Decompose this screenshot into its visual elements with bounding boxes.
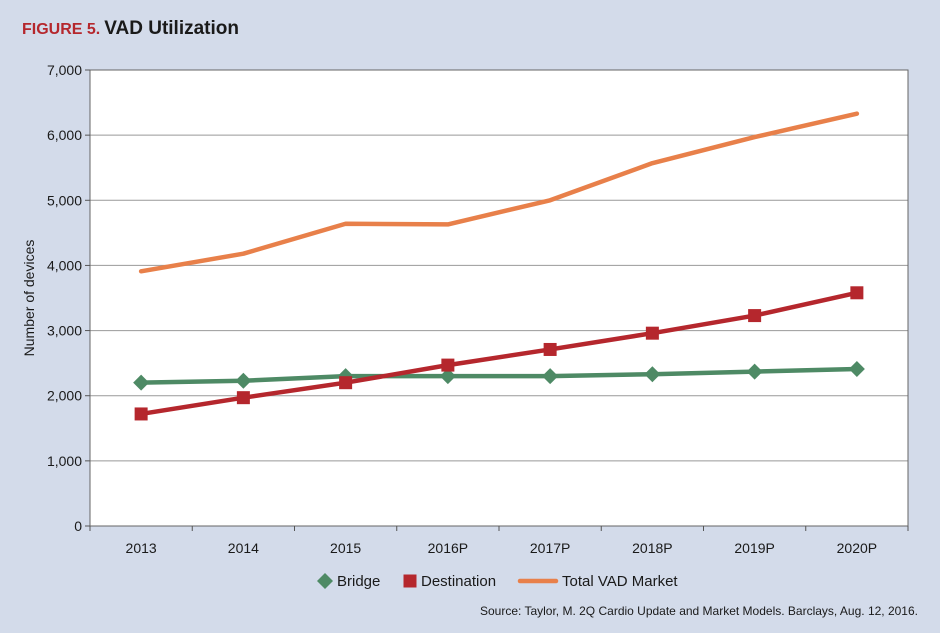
data-point-destination: [748, 309, 762, 323]
y-tick-label: 7,000: [47, 62, 82, 78]
source-note: Source: Taylor, M. 2Q Cardio Update and …: [479, 604, 918, 618]
y-axis-ticks: 0 1,000 2,000 3,000 4,000 5,000 6,000 7,000: [47, 62, 90, 534]
data-point-destination: [543, 342, 557, 356]
y-tick-label: 4,000: [47, 257, 82, 273]
data-point-destination: [134, 407, 148, 421]
x-tick-label: 2015: [330, 540, 361, 556]
x-tick-label: 2019P: [734, 540, 774, 556]
y-tick-label: 0: [74, 518, 82, 534]
data-point-bridge: [235, 372, 252, 389]
legend: Bridge Destination Total VAD Market: [317, 573, 678, 590]
data-point-bridge: [439, 368, 456, 385]
legend-symbol-bridge: [317, 573, 333, 589]
x-tick-label: 2016P: [428, 540, 468, 556]
x-tick-label: 2014: [228, 540, 259, 556]
legend-item-total-vad-market: Total VAD Market: [517, 573, 678, 590]
x-tick-label: 2020P: [837, 540, 877, 556]
legend-label-destination: Destination: [421, 573, 496, 590]
series-group: [133, 111, 865, 421]
figure-title-text: VAD Utilization: [104, 18, 239, 39]
series-line-total-vad-market: [138, 111, 860, 274]
x-axis-ticks: 2013 2014 2015 2016P 2017P 2018P 2019P 2020P: [89, 526, 909, 556]
legend-item-bridge: Bridge: [317, 573, 380, 590]
figure-label: FIGURE 5.: [22, 21, 101, 38]
data-point-destination: [339, 376, 353, 390]
series-line-bridge: [138, 366, 860, 385]
legend-label-total-vad-market: Total VAD Market: [562, 573, 678, 590]
legend-item-destination: Destination: [403, 573, 496, 590]
legend-symbol-destination: [403, 574, 417, 588]
legend-label-bridge: Bridge: [337, 573, 380, 590]
x-tick-label: 2018P: [632, 540, 672, 556]
data-point-bridge: [542, 368, 559, 385]
data-point-bridge: [848, 361, 865, 378]
y-tick-label: 3,000: [47, 323, 82, 339]
data-point-bridge: [133, 374, 150, 391]
series-bridge: [133, 361, 865, 391]
figure-title: FIGURE 5. VAD Utilization: [22, 18, 239, 40]
y-tick-label: 6,000: [47, 127, 82, 143]
series-destination: [134, 286, 864, 421]
series-total-vad-market: [138, 111, 860, 274]
data-point-destination: [441, 358, 455, 372]
y-tick-label: 2,000: [47, 388, 82, 404]
data-point-bridge: [644, 366, 661, 383]
y-tick-label: 5,000: [47, 192, 82, 208]
y-axis-label: Number of devices: [21, 240, 37, 357]
series-line-destination: [138, 290, 860, 417]
x-tick-label: 2013: [126, 540, 157, 556]
data-point-destination: [645, 326, 659, 340]
data-point-destination: [850, 286, 864, 300]
x-tick-label: 2017P: [530, 540, 570, 556]
data-point-destination: [236, 391, 250, 405]
plot-area: [90, 70, 908, 526]
data-point-bridge: [746, 363, 763, 380]
y-tick-label: 1,000: [47, 453, 82, 469]
